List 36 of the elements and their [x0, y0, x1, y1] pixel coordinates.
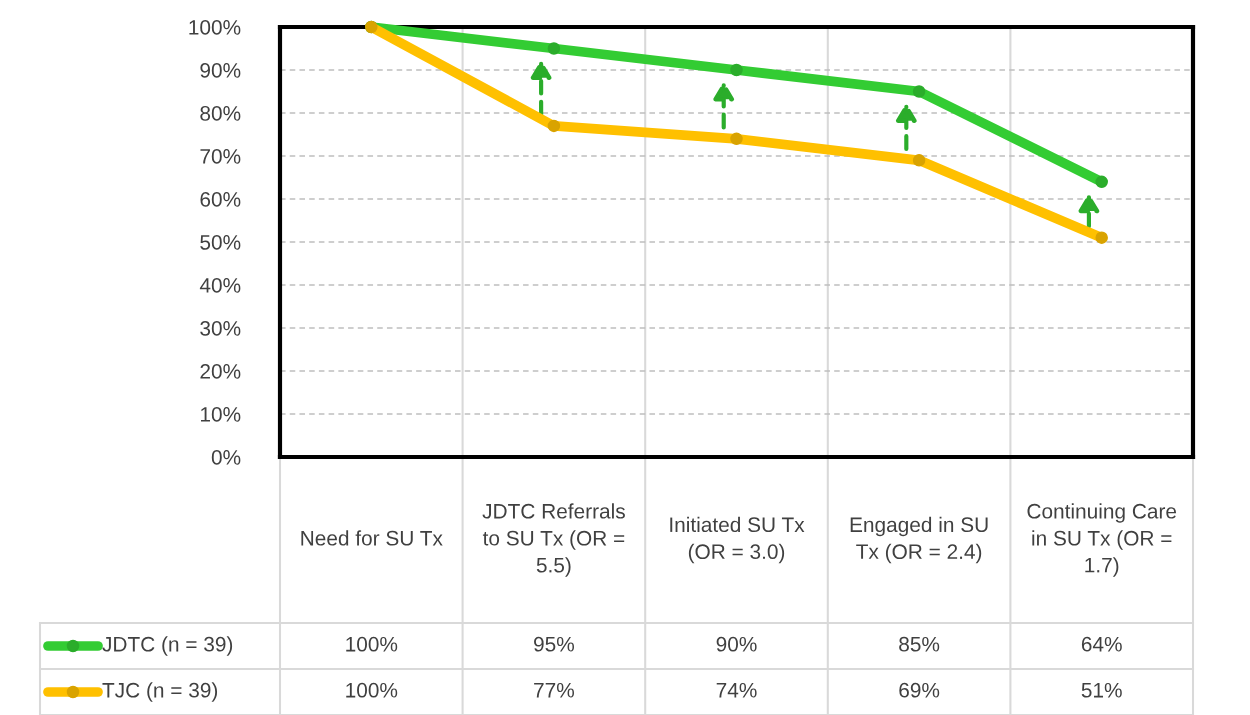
point: [1095, 231, 1108, 244]
point: [547, 42, 561, 55]
data-label: 95%: [534, 636, 575, 652]
legend-label: JDTC (n = 39): [102, 636, 233, 656]
point: [730, 132, 743, 146]
y-tick-label: 100%: [189, 20, 241, 35]
y-tick-label: 0%: [211, 450, 241, 465]
legend-label: TJC (n = 39): [102, 682, 218, 702]
data-label: 69%: [899, 682, 940, 698]
data-label: 100%: [346, 636, 398, 652]
y-tick-label: 10%: [201, 407, 241, 422]
data-label: 64%: [1081, 636, 1122, 652]
y-tick-label: 50%: [200, 235, 241, 250]
data-label: 51%: [1081, 682, 1122, 698]
data-label: 77%: [534, 682, 575, 698]
point: [1095, 175, 1108, 189]
data-label: 100%: [346, 682, 398, 698]
point: [912, 85, 926, 98]
y-tick-label: 70%: [200, 149, 241, 164]
point: [547, 119, 561, 133]
x-tick-label: Engaged in SU Tx (OR = 2.4): [850, 516, 988, 564]
y-tick-label: 60%: [200, 192, 241, 207]
point: [730, 63, 743, 77]
x-tick-label: Need for SU Tx: [301, 530, 443, 546]
y-tick-label: 80%: [200, 106, 241, 121]
y-tick-label: 20%: [200, 364, 241, 379]
y-tick-label: 30%: [200, 321, 241, 336]
y-tick-label: 40%: [199, 278, 241, 293]
point: [912, 154, 926, 167]
data-label: 85%: [899, 636, 940, 652]
data-label: 74%: [716, 682, 757, 698]
y-tick-label: 90%: [200, 63, 241, 78]
x-tick-label: Continuing Care in SU Tx (OR = 1.7): [1027, 503, 1177, 577]
data-label: 90%: [716, 636, 757, 652]
x-tick-label: JDTC Referrals to SU Tx (OR = 5.5): [482, 503, 625, 577]
x-tick-label: Initiated SU Tx (OR = 3.0): [670, 516, 805, 564]
